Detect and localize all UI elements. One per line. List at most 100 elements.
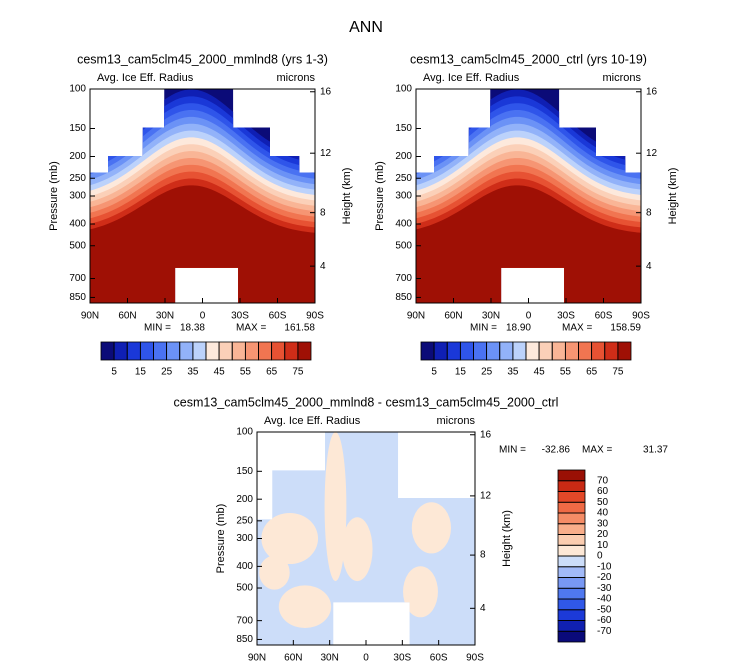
colorbar-label: 55: [240, 367, 252, 378]
x-tick-label: 60N: [444, 311, 462, 322]
stat-value: -32.86: [542, 445, 571, 456]
contour-field: [416, 89, 641, 303]
colorbar-box: [244, 341, 259, 361]
colorbar-label: -30: [597, 583, 612, 594]
colorbar-box: [126, 341, 141, 361]
colorbar-label: 35: [187, 367, 199, 378]
colorbar-label: 25: [161, 367, 173, 378]
colorbar-box: [557, 501, 586, 514]
colorbar-label: 75: [612, 367, 624, 378]
x-tick-label: 90S: [632, 311, 650, 322]
stat-name: MAX =: [236, 323, 266, 334]
colorbar-label: 10: [597, 540, 609, 551]
colorbar-box: [578, 341, 593, 361]
stat-value: 158.59: [610, 323, 641, 334]
colorbar-box: [557, 544, 586, 557]
colorbar-box: [604, 341, 619, 361]
contour-band: [90, 185, 315, 303]
y-tick-label: 250: [69, 173, 86, 184]
colorbar-label: 5: [431, 367, 437, 378]
y-tick-label: 850: [395, 292, 412, 303]
colorbar-box: [557, 587, 586, 600]
colorbar-box: [557, 577, 586, 589]
contour-band: [416, 185, 641, 303]
y-tick-label: 700: [69, 273, 86, 284]
contour-band: [259, 555, 290, 590]
colorbar-box: [557, 469, 586, 482]
colorbar-label: 70: [597, 475, 609, 486]
y2-tick-label: 8: [646, 207, 652, 218]
x-tick-label: 0: [363, 653, 369, 664]
colorbar-box: [551, 341, 566, 361]
colorbar-label: -50: [597, 604, 612, 615]
colorbar-box: [218, 341, 233, 361]
colorbar-box: [446, 341, 461, 361]
y2-tick-label: 16: [320, 86, 332, 97]
x-tick-label: 60N: [284, 653, 302, 664]
contour-field: [90, 89, 315, 303]
y-tick-label: 700: [236, 615, 253, 626]
y-tick-label: 200: [236, 494, 253, 505]
colorbar-box: [486, 341, 501, 361]
x-tick-label: 30N: [482, 311, 500, 322]
x-tick-label: 90N: [407, 311, 425, 322]
y-axis-label: Pressure (mb): [374, 161, 386, 231]
colorbar-box: [591, 341, 606, 361]
colorbar-label: 45: [534, 367, 546, 378]
colorbar-label: 5: [111, 367, 117, 378]
colorbar-box: [297, 341, 312, 361]
y2-tick-label: 12: [320, 148, 332, 159]
colorbar-box: [557, 630, 586, 643]
contour-field: [257, 432, 475, 645]
colorbar-label: 60: [597, 486, 609, 497]
y-tick-label: 100: [236, 427, 253, 438]
x-tick-label: 30N: [156, 311, 174, 322]
y-tick-label: 400: [395, 219, 412, 230]
colorbar-label: 45: [214, 367, 226, 378]
panel-title: cesm13_cam5clm45_2000_ctrl (yrs 10-19): [410, 52, 647, 66]
colorbar-label: 35: [507, 367, 519, 378]
x-tick-label: 30N: [320, 653, 338, 664]
colorbar-box: [113, 341, 128, 361]
y-tick-label: 200: [395, 151, 412, 162]
y2-axis-label: Height (km): [667, 168, 679, 225]
stat-name: MAX =: [582, 445, 612, 456]
colorbar-box: [179, 341, 194, 361]
colorbar-box: [139, 341, 154, 361]
y2-axis-label: Height (km): [501, 510, 513, 567]
colorbar-label: 25: [481, 367, 493, 378]
colorbar-label: 0: [597, 551, 603, 562]
y2-tick-label: 8: [480, 550, 486, 561]
contour-band: [261, 512, 319, 565]
contour-band: [324, 432, 347, 582]
colorbar-label: -10: [597, 561, 612, 572]
colorbar-box: [512, 341, 527, 361]
y-tick-label: 300: [69, 191, 86, 202]
stat-name: MIN =: [470, 323, 497, 334]
x-tick-label: 90N: [81, 311, 99, 322]
y-tick-label: 250: [395, 173, 412, 184]
x-tick-label: 0: [526, 311, 532, 322]
stat-name: MIN =: [499, 445, 526, 456]
y-tick-label: 400: [69, 219, 86, 230]
y-tick-label: 850: [236, 634, 253, 645]
subtitle-left: Avg. Ice Eff. Radius: [423, 72, 520, 84]
contour-band: [411, 502, 452, 554]
contour-band: [342, 517, 373, 582]
colorbar-label: -70: [597, 626, 612, 637]
colorbar-box: [564, 341, 579, 361]
y-tick-label: 250: [236, 515, 253, 526]
colorbar-box: [473, 341, 488, 361]
y-tick-label: 100: [69, 84, 86, 95]
y-tick-label: 850: [69, 292, 86, 303]
x-tick-label: 90S: [466, 653, 484, 664]
colorbar-label: 50: [597, 497, 609, 508]
colorbar-box: [153, 341, 168, 361]
contour-band: [278, 585, 332, 628]
colorbar-box: [557, 598, 586, 611]
y-axis-label: Pressure (mb): [215, 504, 227, 574]
figure-title: ANN: [349, 19, 383, 36]
colorbar-label: 65: [266, 367, 278, 378]
